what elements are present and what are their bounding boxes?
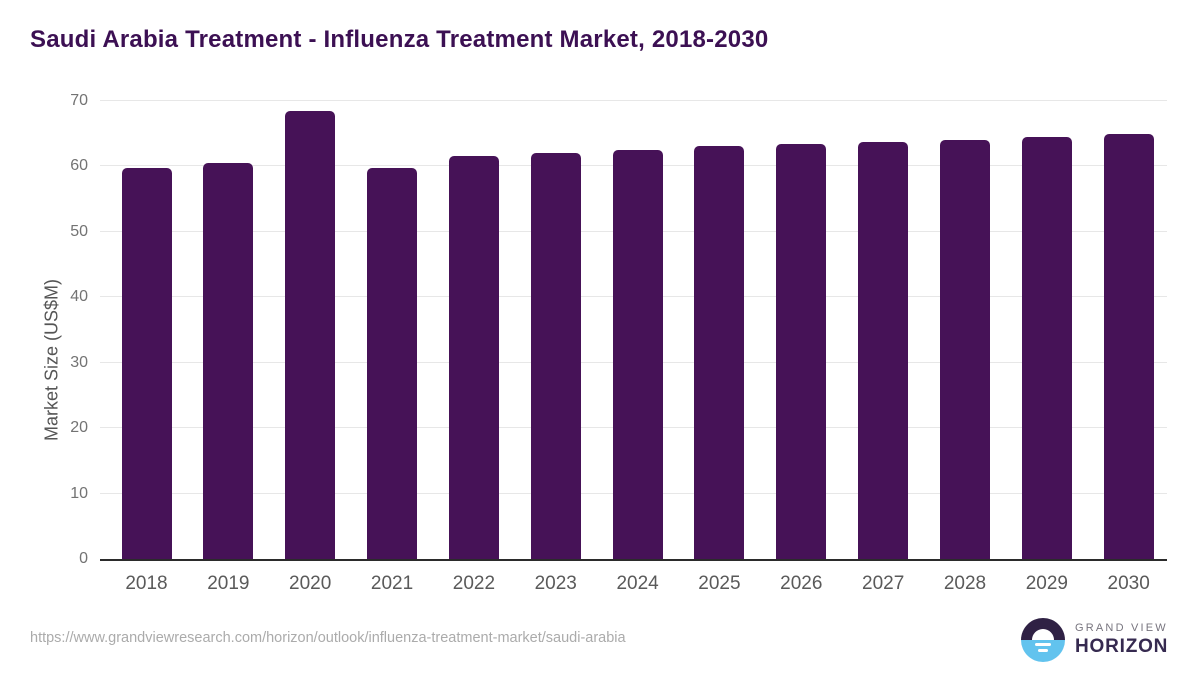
x-tick-label-2030: 2030: [1107, 573, 1150, 594]
x-tick-label-2028: 2028: [943, 573, 987, 594]
logo-horizon-label: HORIZON: [1075, 636, 1169, 657]
x-tick-label-2026: 2026: [780, 573, 823, 594]
gridline-70: [100, 100, 1167, 101]
y-tick-label-0: 0: [79, 550, 88, 567]
reflection-line: [1035, 643, 1051, 646]
bar-2024: [612, 150, 663, 559]
x-tick-label-2027: 2027: [862, 573, 905, 594]
y-tick-label-10: 10: [70, 484, 88, 502]
sun-arch-shape: [1032, 629, 1054, 640]
source-url: https://www.grandviewresearch.com/horizo…: [30, 630, 626, 646]
bar-2028: [940, 139, 990, 559]
bar-2029: [1021, 137, 1072, 559]
y-tick-label-50: 50: [70, 222, 88, 240]
x-tick-label-2019: 2019: [207, 573, 250, 594]
reflection-line: [1038, 649, 1048, 652]
plot-area: 0 10 20 30 40 50 60 70 2018 2019 2020 2021 2022 2023 2…: [70, 93, 1167, 594]
bar-2021: [367, 167, 418, 559]
horizon-sun-icon: [1021, 618, 1065, 662]
y-tick-label-70: 70: [70, 92, 88, 109]
bar-2018: [121, 168, 172, 559]
bar-2023: [530, 153, 581, 559]
y-tick-label-60: 60: [70, 157, 88, 175]
y-tick-label-40: 40: [70, 288, 88, 306]
x-tick-label-2022: 2022: [452, 573, 496, 594]
x-tick-label-2024: 2024: [616, 573, 659, 594]
bar-2020: [285, 110, 336, 559]
y-tick-label-30: 30: [70, 353, 88, 371]
x-tick-label-2029: 2029: [1025, 573, 1068, 594]
y-tick-label-20: 20: [70, 419, 88, 437]
bar-2025: [694, 145, 745, 559]
x-tick-label-2025: 2025: [698, 573, 741, 594]
bar-2022: [448, 155, 499, 559]
x-tick-label-2020: 2020: [289, 573, 332, 594]
logo-grand-view-label: GRAND VIEW: [1075, 622, 1168, 634]
chart-title: Saudi Arabia Treatment - Influenza Treat…: [30, 26, 769, 53]
bar-2019: [203, 163, 254, 559]
x-tick-label-2023: 2023: [534, 573, 577, 594]
y-axis-title: Market Size (US$M): [41, 278, 62, 442]
bar-2027: [858, 141, 909, 559]
x-tick-label-2018: 2018: [125, 573, 168, 594]
bar-2030: [1103, 134, 1154, 559]
logo-text: GRAND VIEW HORIZON: [1075, 622, 1168, 658]
bar-2026: [776, 144, 827, 559]
grand-view-horizon-logo: GRAND VIEW HORIZON: [1021, 618, 1168, 662]
x-tick-label-2021: 2021: [370, 573, 414, 594]
